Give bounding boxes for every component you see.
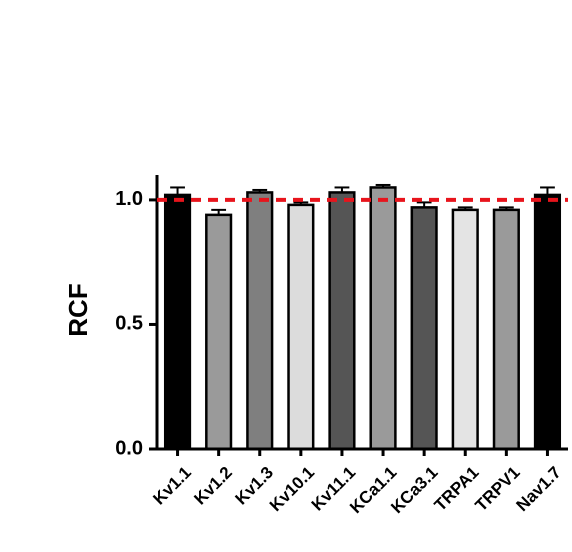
y-tick-label: 0.0: [115, 437, 143, 459]
x-tick-label: Nav1.7: [513, 463, 565, 515]
x-tick-label: TRPV1: [471, 463, 523, 515]
bar: [287, 203, 315, 451]
y-tick-label: 1.0: [115, 188, 143, 210]
bar: [246, 191, 274, 451]
bar: [205, 213, 233, 451]
bar: [369, 186, 397, 451]
x-tick-label: Kv10.1: [266, 463, 318, 515]
bar: [451, 208, 479, 451]
x-tick-label: Kv1.2: [190, 463, 236, 509]
bar: [410, 206, 438, 451]
x-tick-label: TRPA1: [431, 463, 483, 515]
bar: [533, 193, 562, 451]
y-axis-label: RCF: [63, 283, 93, 336]
y-tick-label: 0.5: [115, 313, 143, 335]
bar: [328, 191, 356, 451]
x-tick-label: Kv1.1: [149, 463, 195, 509]
bar: [163, 193, 192, 451]
bar: [492, 208, 520, 451]
x-tick-label: KCa3.1: [387, 463, 441, 517]
